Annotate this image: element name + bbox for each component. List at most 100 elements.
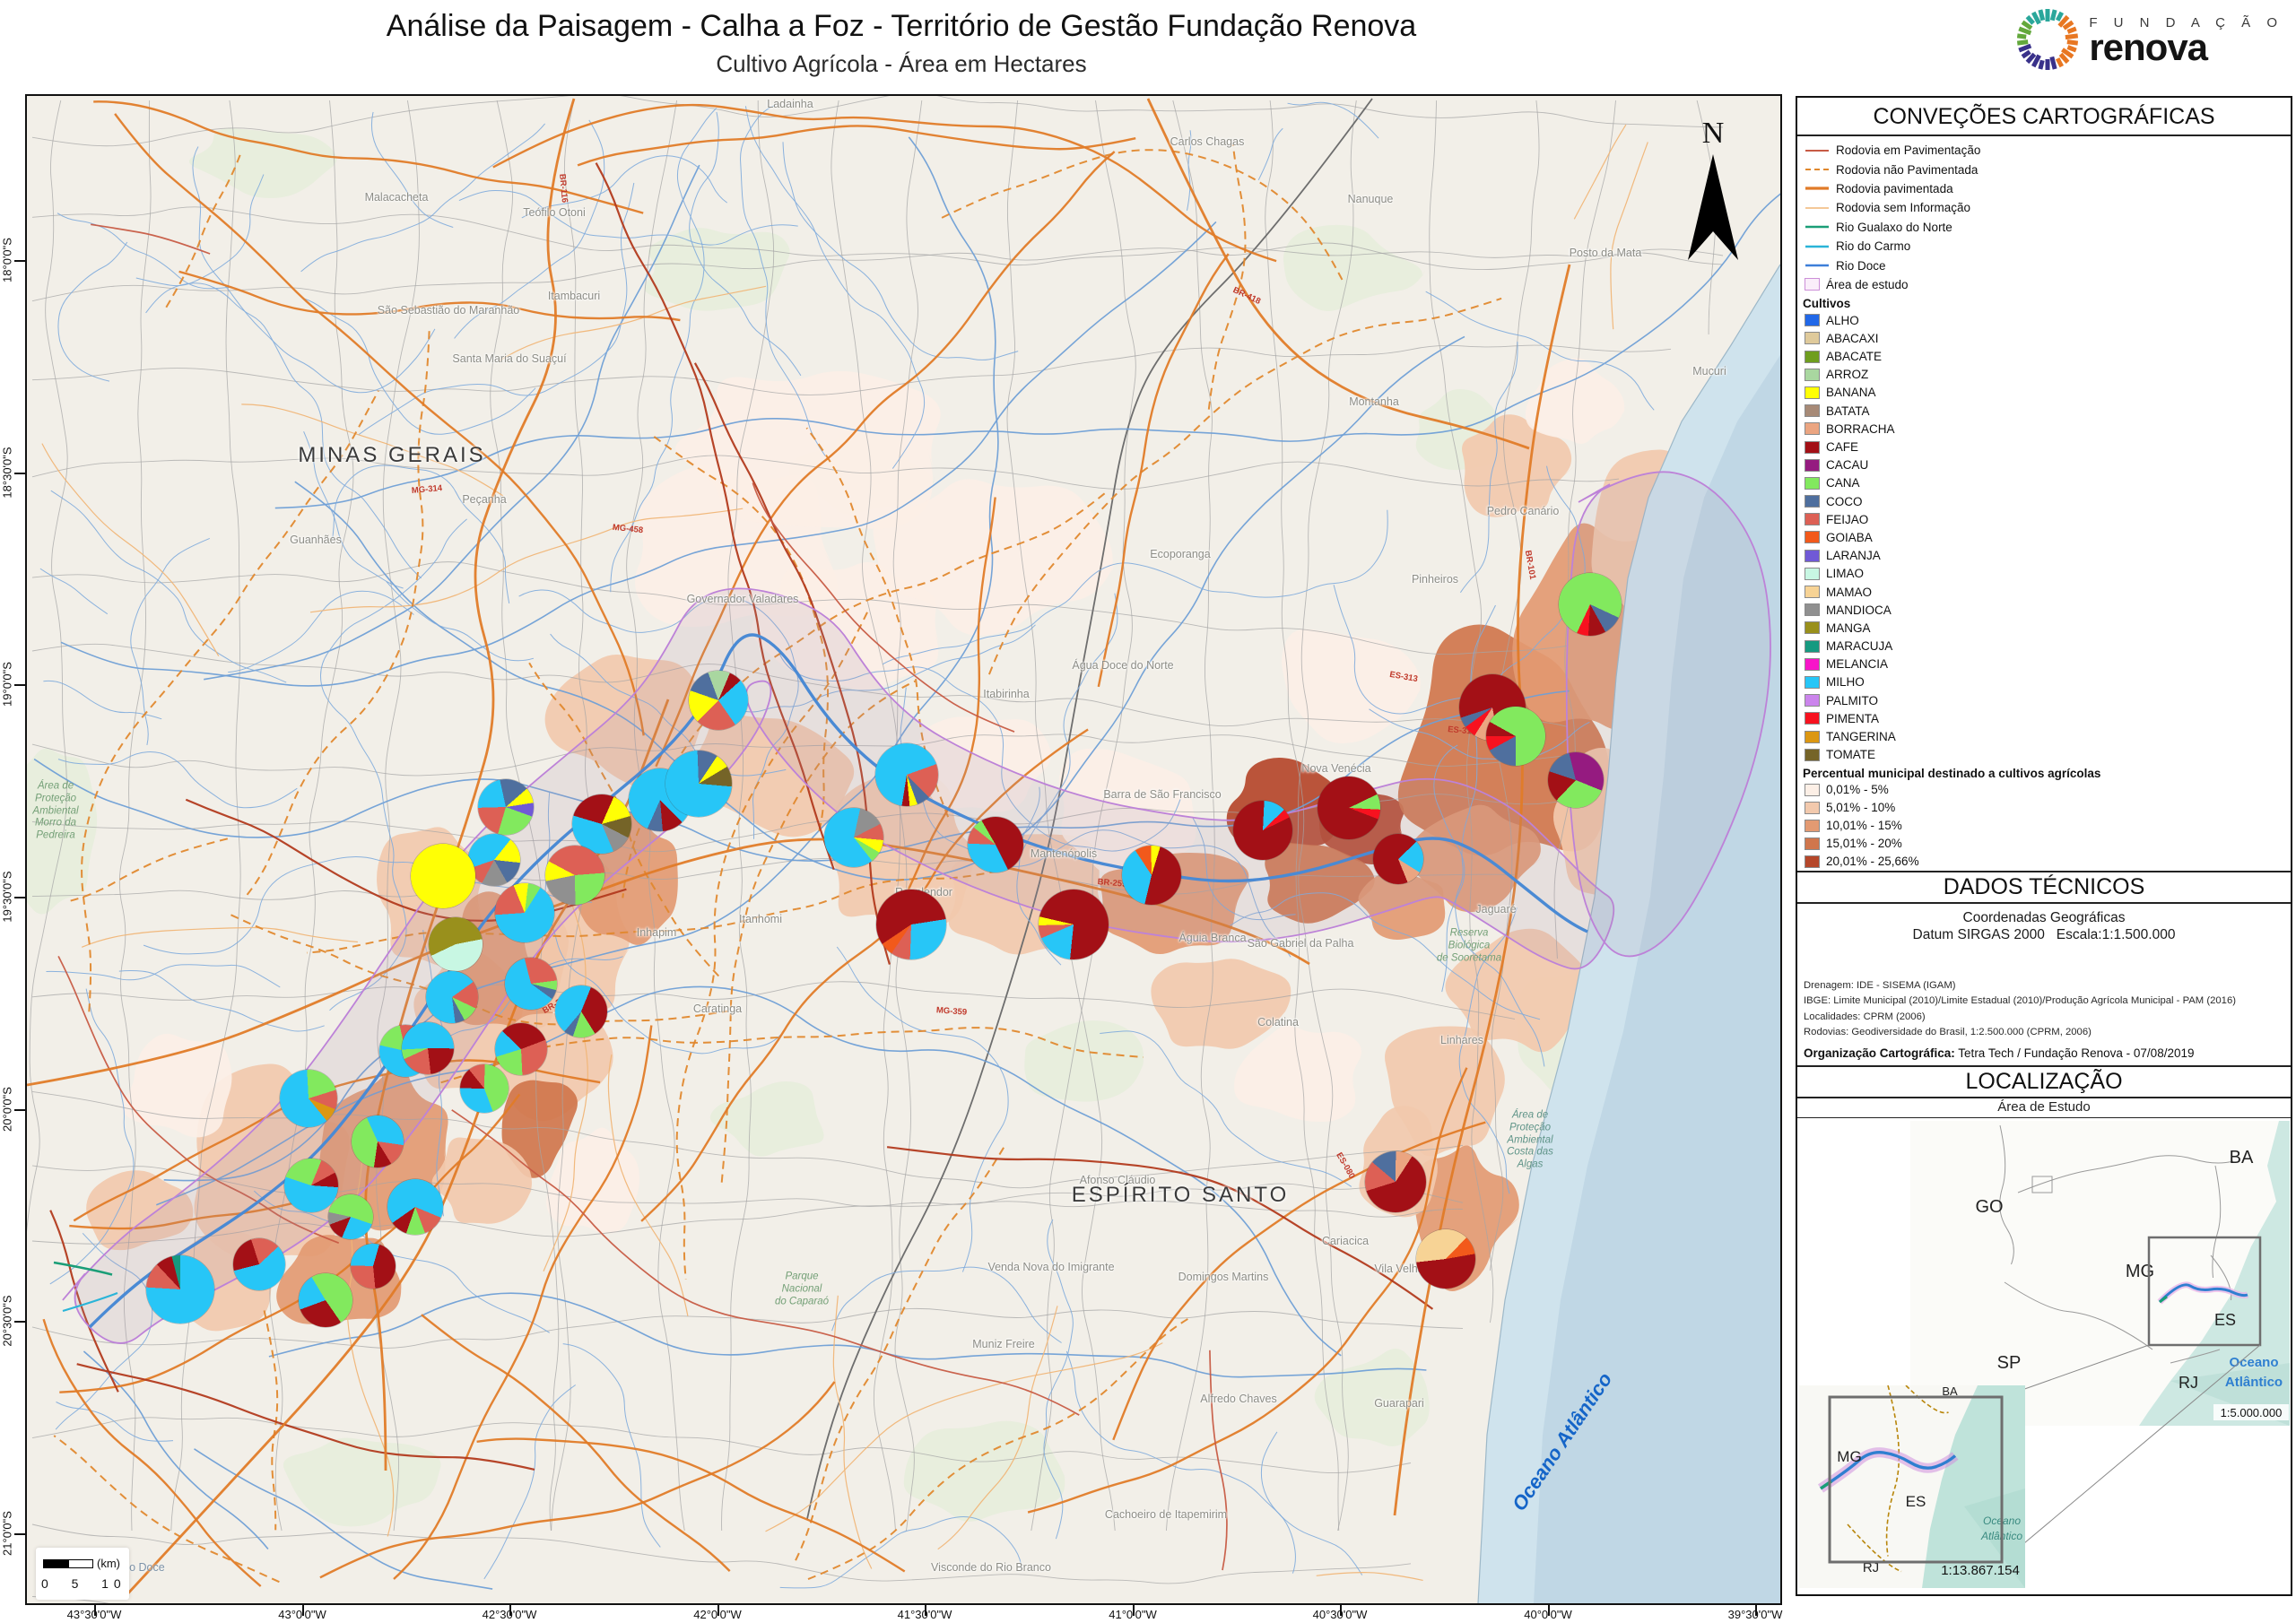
- legend-percent-item: 0,01% - 5%: [1797, 781, 2291, 799]
- legend-cultivo-item: CANA: [1797, 474, 2291, 492]
- cultivo-swatch-icon: [1805, 476, 1820, 490]
- cultivo-swatch-icon: [1805, 694, 1820, 707]
- legend-percent: 0,01% - 5% 5,01% - 10% 10,01% - 15% 15,01% …: [1797, 781, 2291, 871]
- legend-cultivos: ALHO ABACAXI ABACATE ARROZ BANANA BATATA BORRA…: [1797, 311, 2291, 764]
- legend-item-label: Rodovia não Pavimentada: [1836, 162, 1979, 177]
- spacer: [1797, 944, 2291, 978]
- legend-cultivo-item: ARROZ: [1797, 366, 2291, 384]
- scale-bar-ticks: 0 5 10: [41, 1576, 126, 1591]
- dados-line: Datum SIRGAS 2000 Escala:1:1.500.000: [1912, 927, 2176, 943]
- dados-tecnicos: Coordenadas Geográficas Datum SIRGAS 2000…: [1797, 904, 2291, 1065]
- axis-tick: [14, 1321, 25, 1323]
- city-label: São Gabriel da Palha: [1247, 937, 1354, 950]
- city-label: Guanhães: [290, 534, 342, 546]
- dados-source-line: Drenagem: IDE - SISEMA (IGAM): [1804, 979, 1956, 991]
- city-label: Santa Maria do Suaçuí: [452, 352, 567, 365]
- pie-chart: [429, 917, 483, 971]
- line-swatch-icon: [1805, 264, 1829, 267]
- line-swatch-icon: [1805, 245, 1829, 247]
- axis-tick: [14, 473, 25, 474]
- axis-label-x: 40°0'0"W: [1524, 1608, 1572, 1621]
- axis-tick: [1133, 1605, 1135, 1616]
- cultivo-label: MANDIOCA: [1826, 603, 1892, 617]
- legend-cultivo-item: LIMAO: [1797, 565, 2291, 583]
- dados-source-line: Rodovias: Geodiversidade do Brasil, 1:2.…: [1804, 1027, 2092, 1038]
- legend-cultivo-item: ABACATE: [1797, 348, 2291, 366]
- axis-tick: [509, 1605, 511, 1616]
- legend-item-label: Rodovia sem Informação: [1836, 201, 1971, 215]
- localizacao-subtitle: Área de Estudo: [1797, 1098, 2291, 1118]
- legend-percent-item: 20,01% - 25,66%: [1797, 853, 2291, 871]
- cultivo-swatch-icon: [1805, 404, 1820, 418]
- cultivo-label: CANA: [1826, 476, 1860, 490]
- city-label: Cachoeiro de Itapemirim: [1104, 1508, 1228, 1521]
- legend-percent-header: Percentual municipal destinado a cultivo…: [1803, 766, 2101, 780]
- legend-convention-item: Área de estudo: [1797, 275, 2291, 294]
- scale-bar: (km) 0 5 10: [36, 1548, 129, 1600]
- city-label: Alfredo Chaves: [1200, 1393, 1277, 1405]
- axis-label-y: 21°0'0"S: [0, 1511, 14, 1556]
- cultivo-label: GOIABA: [1826, 530, 1873, 544]
- city-label: Carlos Chagas: [1170, 135, 1245, 148]
- cultivo-swatch-icon: [1805, 350, 1820, 363]
- state-label-minas-gerais: MINAS GERAIS: [298, 443, 486, 467]
- legend-cultivo-item: MANGA: [1797, 619, 2291, 637]
- axis-tick: [302, 1605, 304, 1616]
- legend-cultivo-item: FEIJAO: [1797, 510, 2291, 528]
- city-label: Itanhomi: [739, 913, 782, 925]
- legend-convention-item: Rodovia não Pavimentada: [1797, 160, 2291, 178]
- pie-chart: [146, 1255, 214, 1324]
- cultivo-swatch-icon: [1805, 531, 1820, 544]
- city-label: Governador Valadares: [686, 593, 799, 605]
- cultivo-label: BATATA: [1826, 404, 1870, 418]
- axis-label-x: 43°30'0"W: [66, 1608, 122, 1621]
- axis-tick: [14, 897, 25, 898]
- legend-item-label: Rodovia em Pavimentação: [1836, 143, 1981, 158]
- city-label: Teófilo Otoni: [523, 206, 586, 219]
- pie-chart: [505, 958, 557, 1010]
- axis-label-x: 39°30'0"W: [1727, 1608, 1783, 1621]
- city-label: Posto da Mata: [1569, 247, 1642, 259]
- pie-chart: [572, 794, 631, 854]
- cultivo-label: BORRACHA: [1826, 421, 1895, 436]
- pie-chart: [1548, 752, 1604, 808]
- percent-label: 5,01% - 10%: [1826, 801, 1896, 815]
- axis-tick: [718, 1605, 719, 1616]
- line-swatch-icon: [1805, 187, 1829, 191]
- cultivo-swatch-icon: [1805, 549, 1820, 562]
- city-label: Água Doce do Norte: [1072, 659, 1174, 672]
- state-label-espirito-santo: ESPÍRITO SANTO: [1071, 1183, 1290, 1207]
- legend-cultivo-item: MAMAO: [1797, 583, 2291, 601]
- pie-chart: [426, 971, 478, 1023]
- line-swatch-icon: [1805, 225, 1829, 229]
- scale-bar-segment: [43, 1559, 68, 1568]
- axis-label-x: 41°30'0"W: [897, 1608, 952, 1621]
- legend-cultivos-header: Cultivos: [1803, 297, 1851, 311]
- legend-cultivo-item: ALHO: [1797, 311, 2291, 329]
- legend-percent-item: 5,01% - 10%: [1797, 799, 2291, 817]
- legend-cultivo-item: PIMENTA: [1797, 709, 2291, 727]
- pie-chart: [352, 1115, 404, 1167]
- logo-renova-text: renova: [2089, 25, 2208, 68]
- percent-label: 15,01% - 20%: [1826, 837, 1902, 851]
- pie-chart: [1365, 1151, 1426, 1212]
- pie-chart: [1233, 801, 1292, 860]
- pie-chart: [1373, 834, 1423, 884]
- legend-cultivo-item: LARANJA: [1797, 547, 2291, 565]
- legend-item-label: Rio Gualaxo do Norte: [1836, 220, 1952, 234]
- axis-label-y: 19°0'0"S: [0, 662, 14, 707]
- cultivo-swatch-icon: [1805, 422, 1820, 436]
- legend-convention-item: Rodovia sem Informação: [1797, 198, 2291, 217]
- city-label: Pedro Canário: [1486, 505, 1560, 517]
- dados-organization: Organização Cartográfica: Tetra Tech / F…: [1804, 1046, 2195, 1060]
- cultivo-swatch-icon: [1805, 730, 1820, 743]
- protected-area-label: Área de Proteção Ambiental Costa das Algas: [1507, 1109, 1553, 1170]
- cultivo-label: MANGA: [1826, 621, 1871, 635]
- axis-tick: [94, 1605, 96, 1616]
- axis-tick: [14, 1109, 25, 1111]
- pie-chart: [387, 1179, 443, 1235]
- pie-chart: [824, 808, 883, 867]
- cultivo-swatch-icon: [1805, 386, 1820, 399]
- city-label: Águia Branca: [1178, 932, 1247, 944]
- city-label: Domingos Martins: [1178, 1271, 1269, 1283]
